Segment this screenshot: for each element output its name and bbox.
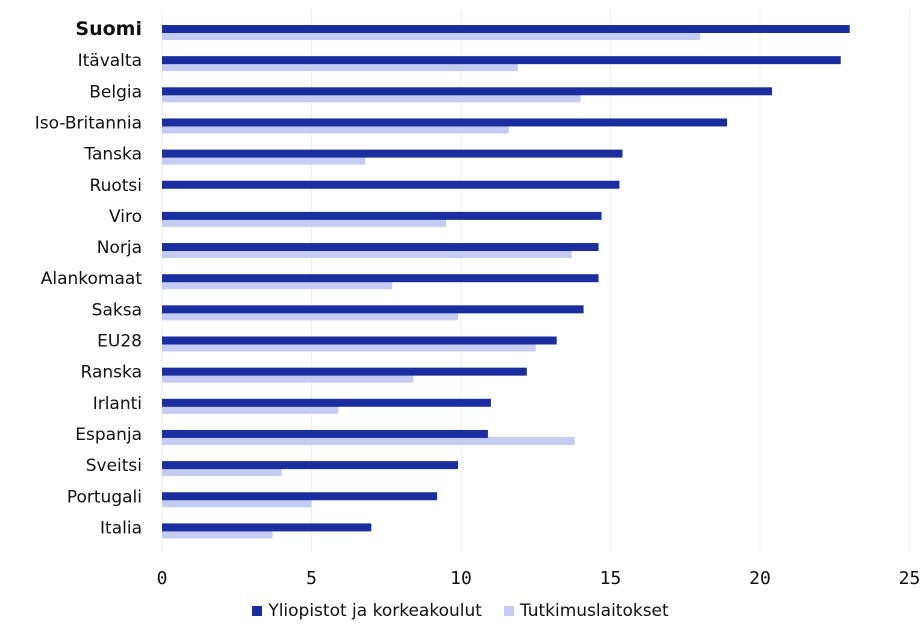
bar-series-1 <box>162 211 602 220</box>
bars <box>162 25 850 539</box>
category-label: Portugali <box>67 487 142 507</box>
bar-series-1 <box>162 367 527 376</box>
category-label: Viro <box>109 207 142 227</box>
category-label: Ruotsi <box>90 176 142 196</box>
bar-series-2 <box>162 125 509 134</box>
x-tick-label: 15 <box>600 568 622 589</box>
bar-series-2 <box>162 156 366 165</box>
bar-series-1 <box>162 87 772 96</box>
legend-item-series-1: Yliopistot ja korkeakoulut <box>252 601 482 621</box>
category-label: Italia <box>100 518 142 538</box>
x-tick-label: 20 <box>749 568 771 589</box>
bar-series-1 <box>162 523 372 532</box>
bar-series-1 <box>162 56 841 65</box>
bar-series-1 <box>162 305 584 314</box>
category-label: Itävalta <box>78 51 142 71</box>
x-tick-label: 25 <box>899 568 921 589</box>
bar-series-1 <box>162 492 438 501</box>
category-label: Norja <box>97 238 142 258</box>
bar-series-1 <box>162 429 488 438</box>
category-label: Saksa <box>92 300 142 320</box>
category-label: EU28 <box>97 332 142 352</box>
category-labels: Suomi Itävalta Belgia Iso-Britannia Tanska Ru… <box>35 18 143 538</box>
category-label: Espanja <box>75 425 142 445</box>
category-label: Tanska <box>83 145 142 165</box>
bar-series-2 <box>162 499 312 508</box>
category-label: Ranska <box>81 363 142 383</box>
category-label: Irlanti <box>93 394 142 414</box>
legend-swatch-series-2 <box>503 606 514 616</box>
bar-series-2 <box>162 63 518 72</box>
legend: Yliopistot ja korkeakoulut Tutkimuslaito… <box>0 598 921 624</box>
bar-series-2 <box>162 530 273 539</box>
bar-series-2 <box>162 312 459 321</box>
bar-series-1 <box>162 274 599 283</box>
bar-series-2 <box>162 281 393 290</box>
bar-series-1 <box>162 461 459 470</box>
bar-series-1 <box>162 243 599 252</box>
x-tick-label: 5 <box>306 568 317 589</box>
bar-series-2 <box>162 343 536 352</box>
legend-swatch-series-1 <box>252 606 263 616</box>
bar-series-1 <box>162 25 850 33</box>
bar-series-2 <box>162 250 572 259</box>
bar-series-1 <box>162 336 557 345</box>
x-tick-label: 0 <box>157 568 168 589</box>
category-label: Belgia <box>89 82 142 102</box>
legend-item-series-2: Tutkimuslaitokset <box>503 601 669 621</box>
category-label: Alankomaat <box>41 269 143 289</box>
bar-series-2 <box>162 218 447 227</box>
bar-series-2 <box>162 405 339 414</box>
category-label: Suomi <box>75 18 142 40</box>
legend-label-series-1: Yliopistot ja korkeakoulut <box>268 601 482 621</box>
x-tick-labels: 0 5 10 15 20 25 <box>157 568 921 589</box>
bar-series-2 <box>162 94 581 103</box>
bar-series-2 <box>162 374 414 383</box>
bar-series-2 <box>162 436 575 445</box>
bar-series-1 <box>162 398 491 407</box>
bar-series-1 <box>162 118 728 127</box>
legend-label-series-2: Tutkimuslaitokset <box>519 601 669 621</box>
bar-series-2 <box>162 468 282 477</box>
category-label: Iso-Britannia <box>35 113 142 133</box>
bar-series-2 <box>162 32 701 40</box>
category-label: Sveitsi <box>86 456 142 476</box>
bar-series-1 <box>162 180 620 189</box>
bar-series-1 <box>162 149 623 158</box>
x-tick-label: 10 <box>450 568 472 589</box>
